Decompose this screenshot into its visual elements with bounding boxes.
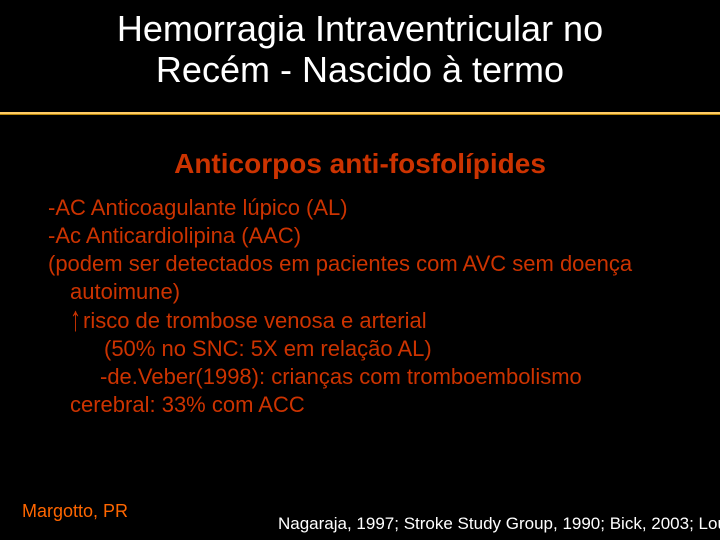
slide-subtitle: Anticorpos anti-fosfolípides [0,148,720,180]
body-line-7: -de.Veber(1998): crianças com tromboembo… [48,363,688,391]
footer-author: Margotto, PR [22,501,128,522]
body-line-5: ↑risco de trombose venosa e arterial [48,307,688,335]
slide: Hemorragia Intraventricular no Recém - N… [0,0,720,540]
body-line-2: -Ac Anticardiolipina (AAC) [48,222,688,250]
title-line-1: Hemorragia Intraventricular no [117,8,603,49]
slide-title: Hemorragia Intraventricular no Recém - N… [0,8,720,91]
divider-line [0,112,720,115]
footer-references: Nagaraja, 1997; Stroke Study Group, 1990… [278,514,720,534]
title-line-2: Recém - Nascido à termo [156,49,564,90]
body-line-1: -AC Anticoagulante lúpico (AL) [48,194,688,222]
body-line-6: (50% no SNC: 5X em relação AL) [48,335,688,363]
body-line-3: (podem ser detectados em pacientes com A… [48,250,688,278]
up-arrow-icon: ↑ [70,297,81,342]
body-text: -AC Anticoagulante lúpico (AL) -Ac Antic… [48,194,688,419]
body-line-4: autoimune) [48,278,688,306]
body-line-5-text: risco de trombose venosa e arterial [83,308,427,333]
body-line-8: cerebral: 33% com ACC [48,391,688,419]
